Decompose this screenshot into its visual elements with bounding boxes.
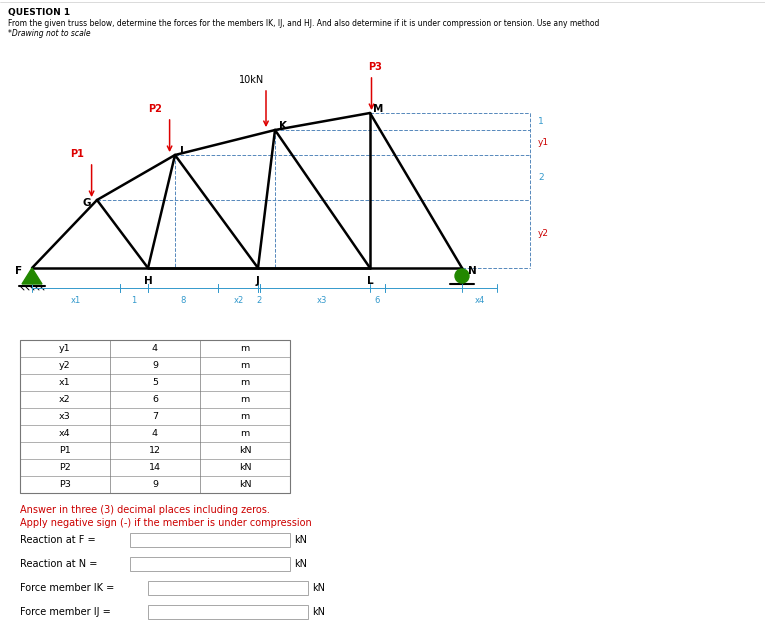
Bar (148, 581, 308, 595)
Text: 10kN: 10kN (239, 75, 264, 85)
Text: G: G (83, 198, 91, 208)
Text: H: H (144, 276, 152, 286)
Bar (20, 408, 290, 425)
Bar (20, 442, 290, 459)
Text: 2: 2 (538, 173, 544, 182)
Text: kN: kN (312, 583, 325, 593)
Text: kN: kN (239, 463, 251, 472)
Text: x1: x1 (71, 296, 81, 305)
Text: 9: 9 (152, 361, 158, 370)
Text: x2: x2 (234, 296, 244, 305)
Bar (20, 340, 290, 357)
Text: x3: x3 (316, 296, 327, 305)
Text: QUESTION 1: QUESTION 1 (8, 8, 70, 17)
Text: 6: 6 (152, 395, 158, 404)
Text: L: L (366, 276, 373, 286)
Text: kN: kN (294, 559, 307, 569)
Bar (20, 425, 290, 442)
Text: 14: 14 (149, 463, 161, 472)
Text: P1: P1 (70, 149, 84, 159)
Text: 7: 7 (152, 412, 158, 421)
Text: kN: kN (312, 607, 325, 617)
Text: K: K (279, 121, 287, 131)
Text: x2: x2 (59, 395, 71, 404)
Text: 5: 5 (152, 378, 158, 387)
Text: Reaction at F =: Reaction at F = (20, 535, 96, 545)
Text: m: m (240, 429, 249, 438)
Bar (20, 374, 290, 391)
Bar (20, 459, 290, 476)
Bar (130, 533, 290, 547)
Text: P2: P2 (59, 463, 71, 472)
Bar (148, 605, 308, 619)
Text: P3: P3 (59, 480, 71, 489)
Text: Force member IJ =: Force member IJ = (20, 607, 111, 617)
Text: m: m (240, 361, 249, 370)
Text: y2: y2 (538, 230, 549, 238)
Text: 12: 12 (149, 446, 161, 455)
Text: From the given truss below, determine the forces for the members IK, IJ, and HJ.: From the given truss below, determine th… (8, 19, 599, 28)
Text: 8: 8 (181, 296, 186, 305)
Text: kN: kN (239, 446, 251, 455)
Bar (20, 340, 290, 493)
Text: x4: x4 (474, 296, 484, 305)
Polygon shape (22, 268, 42, 284)
Text: 4: 4 (152, 429, 158, 438)
Text: m: m (240, 344, 249, 353)
Text: Answer in three (3) decimal places including zeros.: Answer in three (3) decimal places inclu… (20, 505, 270, 515)
Text: *Drawing not to scale: *Drawing not to scale (8, 29, 90, 38)
Bar (130, 557, 290, 571)
Text: I: I (180, 146, 184, 156)
Text: Force member IK =: Force member IK = (20, 583, 114, 593)
Bar (20, 391, 290, 408)
Text: P2: P2 (148, 104, 162, 114)
Text: y1: y1 (538, 138, 549, 147)
Text: 6: 6 (375, 296, 380, 305)
Bar (20, 357, 290, 374)
Text: kN: kN (239, 480, 251, 489)
Text: Apply negative sign (-) if the member is under compression: Apply negative sign (-) if the member is… (20, 518, 312, 528)
Text: 9: 9 (152, 480, 158, 489)
Text: m: m (240, 378, 249, 387)
Text: m: m (240, 412, 249, 421)
Text: N: N (467, 266, 477, 276)
Text: J: J (256, 276, 260, 286)
Text: y1: y1 (59, 344, 71, 353)
Circle shape (455, 269, 469, 283)
Text: y2: y2 (59, 361, 71, 370)
Text: M: M (373, 104, 383, 114)
Text: 1: 1 (538, 117, 544, 126)
Text: x4: x4 (59, 429, 71, 438)
Text: 2: 2 (256, 296, 262, 305)
Text: Reaction at N =: Reaction at N = (20, 559, 97, 569)
Text: kN: kN (294, 535, 307, 545)
Text: 4: 4 (152, 344, 158, 353)
Text: m: m (240, 395, 249, 404)
Text: F: F (15, 266, 22, 276)
Text: x1: x1 (59, 378, 71, 387)
Text: P1: P1 (59, 446, 71, 455)
Text: P3: P3 (369, 62, 382, 72)
Text: x3: x3 (59, 412, 71, 421)
Bar (20, 476, 290, 493)
Text: 1: 1 (132, 296, 137, 305)
